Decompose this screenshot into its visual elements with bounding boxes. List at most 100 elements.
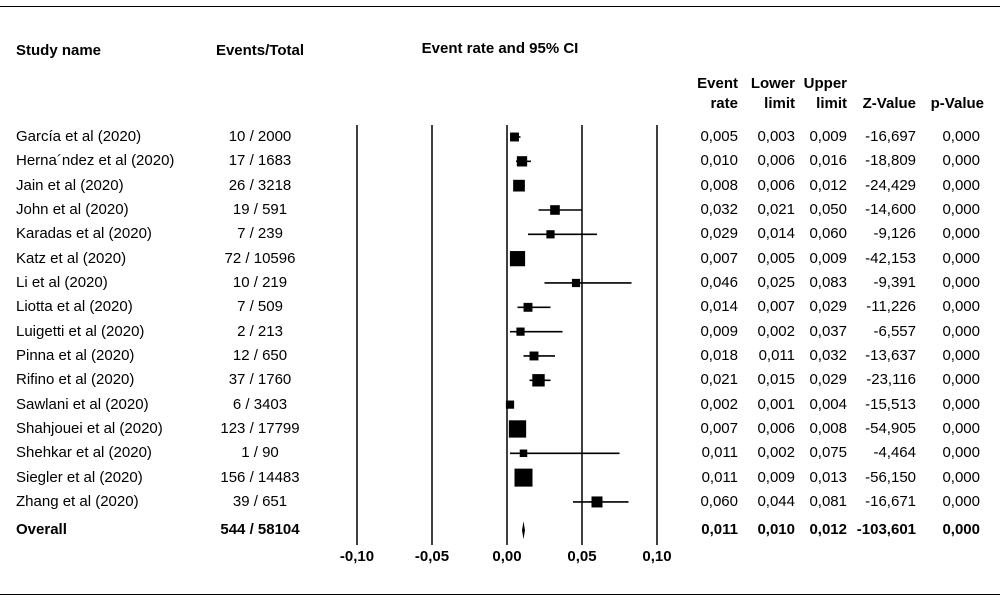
point-estimate: [523, 302, 533, 312]
overall-z-value: -103,601: [856, 521, 916, 539]
overall-events-total: 544 / 58104: [220, 521, 300, 539]
events-total: 39 / 651: [232, 492, 288, 510]
p-value: 0,000: [942, 395, 980, 413]
lower-limit-value: 0,025: [757, 273, 795, 291]
lower-limit-value: 0,044: [757, 492, 795, 510]
events-total: 17 / 1683: [228, 152, 292, 170]
events-total: 7 / 239: [237, 225, 283, 243]
p-value: 0,000: [942, 346, 980, 364]
header-event-rate-line1: Event: [697, 75, 738, 92]
point-estimate: [571, 278, 581, 288]
events-total: 26 / 3218: [228, 176, 292, 194]
upper-limit-value: 0,008: [809, 419, 847, 437]
p-value: 0,000: [942, 322, 980, 340]
events-total: 10 / 219: [232, 273, 288, 291]
upper-limit-value: 0,083: [809, 273, 847, 291]
lower-limit-value: 0,021: [757, 200, 795, 218]
event-rate-value: 0,021: [700, 371, 738, 389]
point-estimate: [529, 351, 539, 361]
lower-limit-value: 0,006: [757, 152, 795, 170]
p-value: 0,000: [942, 249, 980, 267]
header-plot-title: Event rate and 95% CI: [421, 40, 579, 57]
p-value: 0,000: [942, 419, 980, 437]
z-value: -14,600: [865, 200, 916, 218]
events-total: 72 / 10596: [224, 249, 296, 267]
z-value: -56,150: [865, 468, 916, 486]
lower-limit-value: 0,005: [757, 249, 795, 267]
lower-limit-value: 0,002: [757, 322, 795, 340]
study-name: Zhang et al (2020): [16, 492, 139, 510]
lower-limit-value: 0,011: [758, 346, 795, 364]
top-rule: [0, 6, 1000, 7]
point-estimate: [510, 132, 519, 142]
z-value: -18,809: [865, 152, 916, 170]
study-name: Li et al (2020): [16, 273, 108, 291]
upper-limit-value: 0,075: [809, 444, 847, 462]
overall-upper-limit: 0,012: [809, 521, 847, 539]
overall-label: Overall: [16, 521, 67, 539]
study-name: Pinna et al (2020): [16, 346, 135, 364]
point-estimate: [546, 230, 555, 239]
event-rate-value: 0,060: [700, 492, 738, 510]
z-value: -4,464: [873, 444, 916, 462]
p-value: 0,000: [942, 152, 980, 170]
overall-lower-limit: 0,010: [757, 521, 795, 539]
upper-limit-value: 0,004: [809, 395, 847, 413]
p-value: 0,000: [942, 298, 980, 316]
study-name: García et al (2020): [16, 128, 142, 145]
events-total: 7 / 509: [237, 298, 283, 316]
overall-event-rate: 0,011: [701, 521, 738, 539]
events-total: 19 / 591: [232, 200, 288, 218]
event-rate-value: 0,011: [701, 444, 738, 462]
z-value: -13,637: [865, 346, 916, 364]
overall-p-value: 0,000: [942, 521, 980, 539]
header-upper-limit-line1: Upper: [803, 75, 847, 92]
upper-limit-value: 0,009: [809, 249, 847, 267]
point-estimate: [508, 420, 527, 438]
upper-limit-value: 0,012: [809, 176, 847, 194]
study-name: Katz et al (2020): [16, 249, 127, 267]
point-estimate: [591, 496, 603, 508]
lower-limit-value: 0,001: [757, 395, 795, 413]
event-rate-value: 0,002: [700, 395, 738, 413]
upper-limit-value: 0,016: [809, 152, 847, 170]
z-value: -9,391: [873, 273, 916, 291]
p-value: 0,000: [942, 128, 980, 145]
event-rate-value: 0,018: [700, 346, 738, 364]
study-name: John et al (2020): [16, 200, 129, 218]
events-total: 1 / 90: [241, 444, 279, 462]
bottom-rule: [0, 594, 1000, 595]
p-value: 0,000: [942, 371, 980, 389]
study-name: Siegler et al (2020): [16, 468, 143, 486]
study-name: Herna´ndez et al (2020): [16, 152, 175, 170]
study-name: Shehkar et al (2020): [16, 444, 152, 462]
z-value: -9,126: [873, 225, 916, 243]
header-lower-limit-line1: Lower: [750, 75, 795, 92]
event-rate-value: 0,007: [700, 249, 738, 267]
event-rate-value: 0,010: [700, 152, 738, 170]
header-event-rate-line2: rate: [710, 95, 738, 112]
x-tick-label: 0,10: [642, 548, 671, 565]
p-value: 0,000: [942, 176, 980, 194]
p-value: 0,000: [942, 225, 980, 243]
header-study-name: Study name: [16, 42, 102, 59]
point-estimate: [550, 205, 560, 215]
header-upper-limit-line2: limit: [816, 95, 847, 112]
point-estimate: [516, 327, 525, 336]
study-name: Rifino et al (2020): [16, 371, 135, 389]
upper-limit-value: 0,060: [809, 225, 847, 243]
point-estimate: [509, 251, 526, 267]
z-value: -16,671: [865, 492, 916, 510]
z-value: -16,697: [865, 128, 916, 145]
upper-limit-value: 0,013: [809, 468, 847, 486]
header-z-value: Z-Value: [862, 95, 916, 112]
z-value: -54,905: [865, 419, 916, 437]
lower-limit-value: 0,009: [757, 468, 795, 486]
upper-limit-value: 0,029: [809, 298, 847, 316]
p-value: 0,000: [942, 200, 980, 218]
x-tick-label: 0,05: [567, 548, 596, 565]
z-value: -42,153: [865, 249, 916, 267]
events-total: 123 / 17799: [220, 419, 300, 437]
